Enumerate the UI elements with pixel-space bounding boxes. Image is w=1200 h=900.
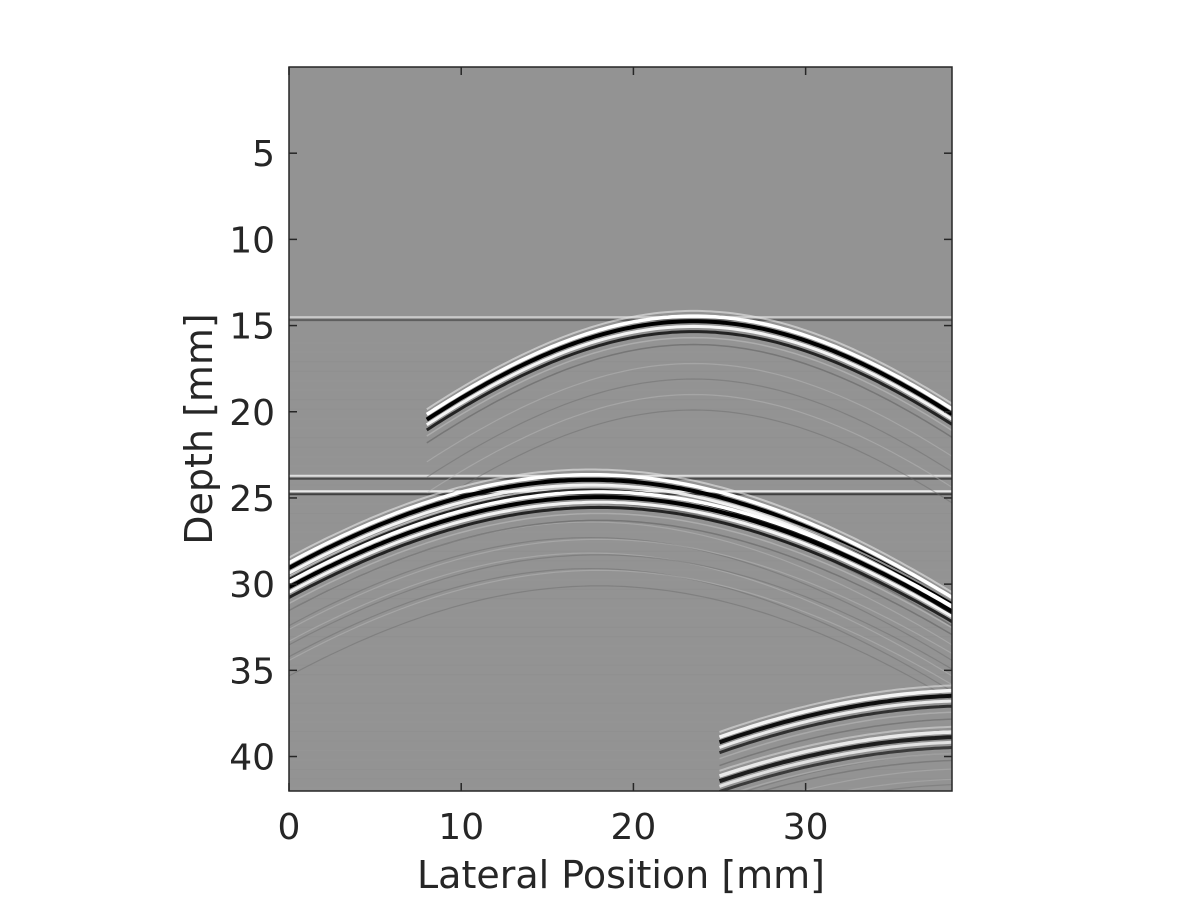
hyperbolic-reflection [425,319,952,422]
hyperbolic-reflection [719,684,952,733]
y-tick-label: 35 [229,651,275,692]
reflection-tail [289,569,952,686]
y-tick-label: 40 [229,738,275,779]
y-tick-label: 20 [229,393,275,434]
y-axis-ticks: 5 10 15 20 25 30 35 40 [229,134,952,779]
x-tick-label: 20 [611,807,657,848]
hyperbolic-reflection [426,336,952,437]
reflection-tail [289,554,952,670]
reflection-tail [798,768,952,791]
hyperbolic-reflection [289,490,952,608]
reflection-tail [289,567,952,692]
hyperbolic-reflection [426,309,952,411]
hyperbolic-reflection [289,468,952,594]
x-tick-label: 0 [278,807,301,848]
reflection-tail [289,538,952,655]
hyperbolic-reflection [760,759,952,791]
hyperbolic-reflection [718,730,952,778]
reflection-tail [289,552,952,677]
reflection-tail [289,536,952,661]
reflection-tail [289,585,952,701]
hyperbolic-reflection [289,512,952,629]
hyperbolic-reflection [719,711,952,760]
reflection-tail [426,378,952,478]
x-axis-ticks: 0 10 20 30 [278,67,829,848]
hyperbolic-reflection [425,314,952,416]
hyperbolic-reflection [289,500,952,618]
hyperbolic-reflection [718,693,952,745]
hyperbolic-reflection [425,330,952,432]
hyperbolic-reflection [718,688,952,739]
hyperbolic-reflection [719,740,952,788]
reflection-tail [426,393,952,494]
reflection-tail [744,753,952,791]
y-tick-label: 10 [229,220,275,261]
reflection-tail [426,362,952,463]
y-tick-label: 30 [229,565,275,606]
image-background [289,67,952,791]
hyperbolic-reflection [289,472,952,599]
hyperbolic-reflection [719,746,952,791]
y-axis-label: Depth [mm] [177,313,221,545]
hyperbolic-reflection [719,718,952,767]
x-tick-label: 30 [783,807,829,848]
hyperbolic-reflection [426,343,952,444]
x-axis-label: Lateral Position [mm] [417,853,825,897]
hyperbolic-reflection [719,704,952,755]
plot-frame [288,66,953,792]
reflection-tail [841,778,952,791]
hyperbolic-reflection [289,505,952,623]
hyperbolic-reflection [289,485,952,602]
reflection-tail [426,409,952,509]
reflection-tail [875,784,952,791]
hyperbolic-reflection [289,495,952,614]
y-tick-label: 15 [229,307,275,348]
y-tick-label: 25 [229,479,275,520]
x-tick-label: 10 [438,807,484,848]
bscan-image [289,67,952,791]
hyperbolic-reflection [718,735,952,784]
hyperbolic-reflection [737,752,952,791]
hyperbolic-reflection [719,699,952,749]
hyperbolic-reflection [425,324,952,427]
hyperbolic-reflection [289,519,952,636]
hyperbolic-reflection [719,725,952,772]
y-tick-label: 5 [252,134,275,175]
